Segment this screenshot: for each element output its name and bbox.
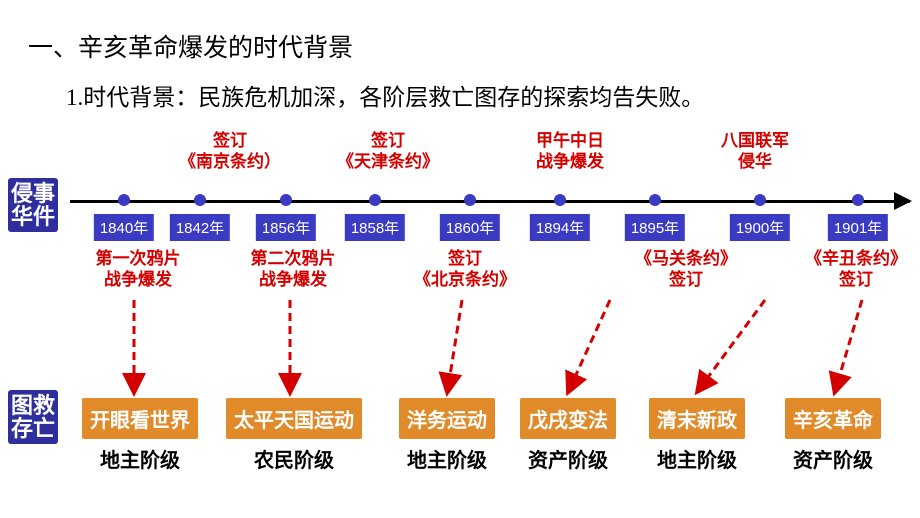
response-box: 辛亥革命 (785, 398, 881, 439)
mid-event: 第二次鸦片战争爆发 (251, 248, 336, 291)
mid-event: 《马关条约》签订 (635, 248, 737, 291)
timeline-dot (118, 194, 130, 206)
heading-2: 1.时代背景：民族危机加深，各阶层救亡图存的探索均告失败。 (66, 78, 704, 112)
timeline-dot (554, 194, 566, 206)
dashed-arrow (570, 300, 610, 388)
top-event: 签订《天津条约》 (337, 130, 439, 173)
class-label: 农民阶级 (254, 444, 334, 473)
vlabel-rescue: 图救 存亡 (8, 390, 58, 444)
mid-event: 《辛丑条约》签订 (805, 248, 907, 291)
class-label: 地主阶级 (657, 444, 737, 473)
response-box: 戊戌变法 (520, 398, 616, 439)
year-label: 1856年 (256, 214, 316, 241)
timeline-dot (754, 194, 766, 206)
class-label: 资产阶级 (793, 444, 873, 473)
top-event: 八国联军侵华 (721, 130, 789, 173)
timeline-dot (194, 194, 206, 206)
timeline-dot (852, 194, 864, 206)
year-label: 1860年 (440, 214, 500, 241)
year-label: 1894年 (530, 214, 590, 241)
class-label: 地主阶级 (100, 444, 180, 473)
year-label: 1840年 (94, 214, 154, 241)
dashed-arrow (700, 300, 765, 388)
class-label: 地主阶级 (407, 444, 487, 473)
top-event: 签订《南京条约） (179, 130, 281, 173)
mid-event: 第一次鸦片战争爆发 (96, 248, 181, 291)
response-box: 开眼看世界 (82, 398, 198, 439)
class-label: 资产阶级 (528, 444, 608, 473)
timeline-dot (280, 194, 292, 206)
dashed-arrow (448, 300, 462, 388)
timeline-dot (369, 194, 381, 206)
year-label: 1900年 (730, 214, 790, 241)
top-event: 甲午中日战争爆发 (536, 130, 604, 173)
dashed-arrow (836, 300, 862, 388)
response-box: 太平天国运动 (226, 398, 362, 439)
response-box: 清末新政 (649, 398, 745, 439)
heading-1: 一、辛亥革命爆发的时代背景 (28, 28, 353, 64)
mid-event: 签订《北京条约》 (414, 248, 516, 291)
vlabel-invasion: 侵事 华件 (8, 178, 58, 232)
year-label: 1901年 (828, 214, 888, 241)
year-label: 1858年 (345, 214, 405, 241)
timeline-dot (464, 194, 476, 206)
vlabel-invasion-text: 侵事 华件 (11, 181, 55, 229)
timeline-dot (649, 194, 661, 206)
year-label: 1842年 (170, 214, 230, 241)
response-box: 洋务运动 (399, 398, 495, 439)
year-label: 1895年 (625, 214, 685, 241)
vlabel-rescue-text: 图救 存亡 (11, 393, 55, 441)
